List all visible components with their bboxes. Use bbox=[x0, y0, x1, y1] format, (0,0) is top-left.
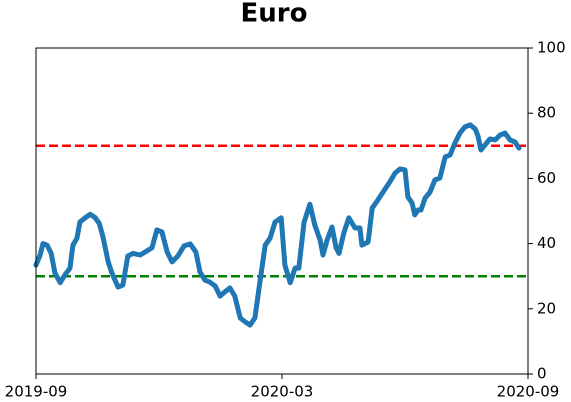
y-tick-label: 0 bbox=[537, 365, 547, 383]
y-tick-label: 100 bbox=[537, 39, 566, 57]
plot-frame bbox=[35, 47, 529, 375]
y-tick-label: 80 bbox=[537, 104, 556, 122]
y-tick-label: 60 bbox=[537, 169, 556, 187]
y-tick-label: 40 bbox=[537, 234, 556, 252]
data-line bbox=[33, 122, 522, 328]
chart-title: Euro bbox=[241, 0, 308, 29]
x-tick-label: 2020-09 bbox=[497, 383, 560, 401]
x-tick-label: 2019-09 bbox=[5, 383, 68, 401]
y-tick-label: 20 bbox=[537, 299, 556, 317]
x-tick-label: 2020-03 bbox=[251, 383, 314, 401]
